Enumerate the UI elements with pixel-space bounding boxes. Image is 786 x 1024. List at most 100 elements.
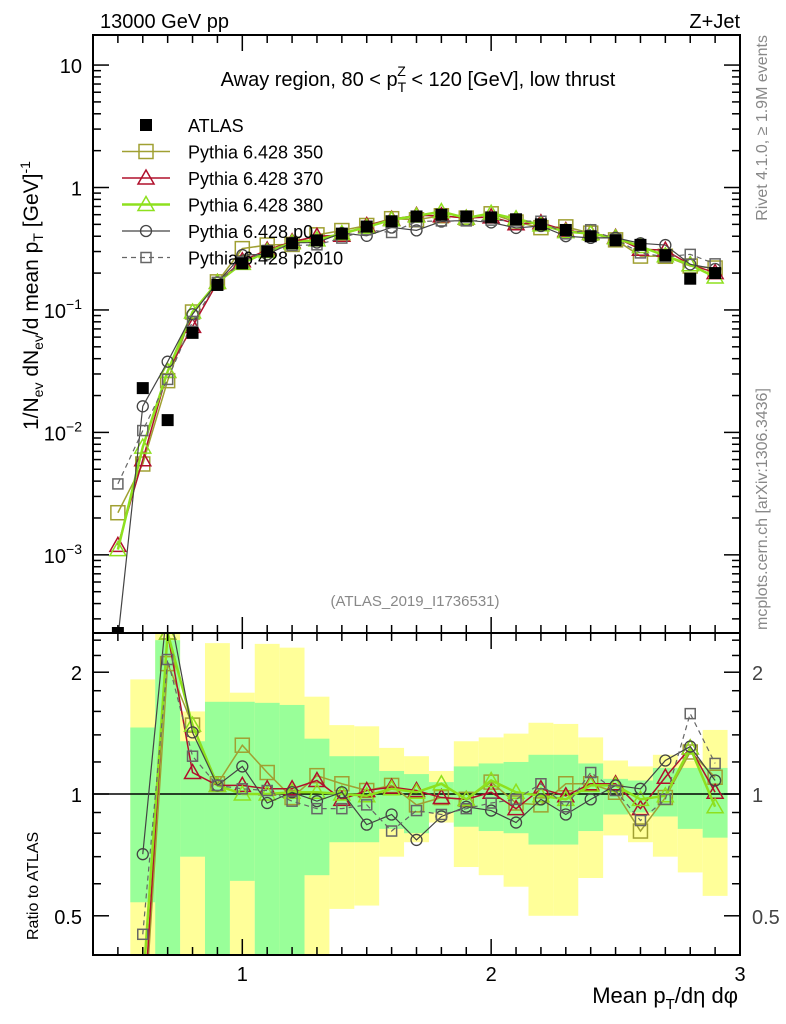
- data-point: [360, 220, 373, 233]
- ratio-series-point: [236, 783, 249, 795]
- ylabel-6: T: [30, 233, 46, 242]
- ratio-series-point: [634, 814, 647, 827]
- y-tick-exponent: −1: [66, 296, 82, 312]
- ratio-series-point: [584, 793, 597, 806]
- ratio-series-point: [311, 802, 323, 815]
- ratio-series-point: [385, 825, 398, 837]
- ratio-series-point: [631, 789, 650, 807]
- ratio-series-point: [410, 833, 423, 847]
- ratio-series-point: [483, 774, 499, 790]
- ratio-series-point: [310, 795, 324, 808]
- ratio-series-point: [186, 750, 199, 762]
- series-point: [112, 478, 124, 490]
- data-point: [609, 234, 622, 247]
- legend-marker-icon: [140, 251, 152, 264]
- y-tick-base: 10: [44, 301, 66, 323]
- data-point: [286, 237, 299, 250]
- ratio-series-point: [261, 796, 274, 810]
- stat-uncertainty-band: [204, 701, 230, 955]
- ratio-series-point: [309, 767, 325, 784]
- ratio-series-point: [684, 707, 696, 720]
- ratio-y-axis-label: Ratio to ATLAS: [25, 832, 42, 940]
- ratio-series-point: [506, 799, 526, 816]
- ratio-series-point: [656, 767, 675, 785]
- ratio-series-point: [556, 789, 576, 807]
- ratio-series-point: [435, 808, 448, 821]
- stat-uncertainty-band: [279, 704, 305, 955]
- ratio-series-point: [485, 797, 497, 809]
- ratio-series-point: [634, 782, 647, 795]
- xlabel-1: Mean p: [592, 983, 665, 1008]
- ratio-series-point: [705, 797, 725, 814]
- y-tick-base: 10: [44, 546, 66, 568]
- series-point: [161, 355, 174, 368]
- y-axis-label: 1/Nev dNev/d mean pT [GeV]-1: [17, 161, 46, 430]
- ratio-series-point: [233, 784, 252, 801]
- ratio-series-point: [506, 782, 526, 800]
- rivet-label: Rivet 4.1.0, ≥ 1.9M events: [754, 35, 771, 221]
- ratio-series-point: [257, 784, 277, 801]
- y-tick-label: 1: [71, 179, 82, 201]
- main-plot-marks: [108, 202, 725, 633]
- y-tick-exponent: −2: [66, 418, 82, 434]
- ratio-series-point: [584, 766, 597, 779]
- legend-marker-icon: [136, 194, 156, 212]
- ratio-series-point: [708, 774, 722, 787]
- ratio-series-point: [357, 786, 377, 803]
- legend-item: ATLAS: [140, 116, 244, 136]
- ratio-series-point: [456, 789, 476, 807]
- ratio-series-point: [432, 774, 451, 791]
- series-point: [108, 535, 128, 553]
- ratio-series-point: [410, 804, 423, 817]
- ylabel-2: ev: [30, 383, 46, 398]
- ratio-series-point: [161, 653, 174, 666]
- data-point: [709, 267, 722, 280]
- ratio-series-point: [510, 793, 522, 806]
- series-atlas-data: [111, 208, 722, 633]
- ratio-y-tick-label-right: 2: [752, 663, 763, 685]
- series-point: [110, 504, 126, 521]
- data-point: [485, 211, 498, 224]
- data-point: [385, 215, 398, 228]
- ratio-series-point: [609, 784, 622, 797]
- data-point: [559, 223, 572, 236]
- ratio-series-point: [286, 795, 298, 807]
- data-point: [236, 257, 249, 270]
- data-point: [261, 245, 274, 258]
- title-sub: T: [398, 79, 407, 95]
- data-point: [510, 213, 523, 226]
- ratio-y-tick-label: 0.5: [54, 907, 82, 929]
- legend-marker-icon: [138, 143, 154, 160]
- ratio-series-point: [533, 797, 549, 813]
- y-tick-exponent: −3: [66, 541, 82, 557]
- series-line: [117, 219, 716, 633]
- ratio-series-point: [460, 802, 473, 815]
- legend-item: Pythia 6.428 350: [122, 143, 323, 163]
- data-point: [659, 249, 672, 262]
- data-point: [534, 218, 547, 231]
- ratio-series-line: [142, 659, 716, 935]
- series-point: [136, 400, 149, 413]
- legend-label: Pythia 6.428 380: [188, 196, 323, 216]
- x-tick-label: 2: [486, 964, 497, 986]
- legend-item: Pythia 6.428 370: [122, 168, 323, 189]
- ratio-series-point: [632, 823, 649, 839]
- series-point: [680, 255, 700, 272]
- ratio-series-point: [535, 778, 547, 790]
- ratio-series-point: [709, 757, 721, 770]
- data-point: [460, 210, 473, 223]
- data-point: [211, 278, 224, 291]
- series-point: [108, 540, 128, 557]
- mcplots-label: mcplots.cern.ch [arXiv:1306.3436]: [754, 388, 771, 630]
- series-point: [410, 224, 423, 237]
- ratio-series-point: [481, 770, 501, 788]
- data-point: [335, 227, 348, 240]
- x-tick-label: 3: [734, 964, 745, 986]
- legend-label: Pythia 6.428 p0: [188, 222, 313, 242]
- series-point: [186, 308, 199, 321]
- ratio-series-point: [581, 775, 600, 793]
- ratio-series-point: [236, 760, 249, 773]
- ratio-series-point: [261, 784, 273, 797]
- stat-uncertainty-band: [702, 767, 728, 838]
